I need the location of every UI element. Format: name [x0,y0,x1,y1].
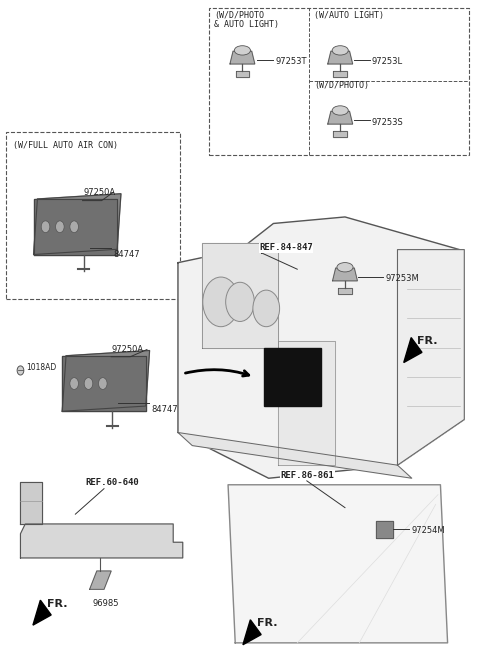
Polygon shape [338,287,352,294]
Text: 97250A: 97250A [83,188,115,197]
Text: 97253T: 97253T [276,57,307,66]
Ellipse shape [98,378,107,390]
Text: 84747: 84747 [152,405,179,414]
Polygon shape [264,348,321,406]
Ellipse shape [84,378,93,390]
Text: 97250A: 97250A [112,345,144,354]
Text: 97253S: 97253S [372,117,404,127]
Bar [6,132,180,298]
Ellipse shape [226,282,254,321]
Polygon shape [21,524,183,558]
Text: (W/D/PHOTO): (W/D/PHOTO) [314,81,369,90]
Ellipse shape [253,290,280,327]
Ellipse shape [17,366,24,375]
Polygon shape [62,350,150,411]
Polygon shape [90,571,111,589]
Text: REF.84-847: REF.84-847 [259,243,313,252]
Polygon shape [62,356,146,411]
Ellipse shape [56,221,64,233]
Polygon shape [328,112,353,124]
Polygon shape [202,243,278,348]
Text: FR.: FR. [257,618,277,628]
Polygon shape [34,199,117,255]
Polygon shape [33,600,51,625]
Ellipse shape [70,221,78,233]
Ellipse shape [203,277,239,327]
Text: 97253M: 97253M [385,274,420,283]
Ellipse shape [70,378,78,390]
Polygon shape [236,71,249,77]
Text: 84747: 84747 [114,250,140,258]
Text: 97253L: 97253L [372,57,403,66]
Polygon shape [333,268,358,281]
Polygon shape [334,131,347,137]
Polygon shape [178,432,412,478]
Bar [209,8,469,155]
Ellipse shape [337,262,353,272]
Polygon shape [404,338,422,363]
Text: REF.60-640: REF.60-640 [85,478,139,487]
Polygon shape [230,51,255,64]
Polygon shape [178,217,464,478]
Text: FR.: FR. [47,599,67,609]
Polygon shape [328,51,353,64]
Ellipse shape [234,46,251,55]
Text: 1018AD: 1018AD [26,363,57,372]
Text: & AUTO LIGHT): & AUTO LIGHT) [214,20,279,29]
Text: 96985: 96985 [92,599,119,608]
Ellipse shape [41,221,50,233]
Polygon shape [34,194,121,255]
Polygon shape [376,521,393,539]
Text: (W/AUTO LIGHT): (W/AUTO LIGHT) [314,10,384,20]
Text: FR.: FR. [417,336,437,346]
Polygon shape [334,71,347,77]
Text: (W/D/PHOTO: (W/D/PHOTO [214,10,264,20]
Polygon shape [278,341,336,465]
Text: 97254M: 97254M [412,526,445,535]
Ellipse shape [332,106,348,115]
Polygon shape [21,482,42,524]
Ellipse shape [332,46,348,55]
Text: REF.86-861: REF.86-861 [281,470,334,480]
Text: (W/FULL AUTO AIR CON): (W/FULL AUTO AIR CON) [13,140,118,150]
Polygon shape [228,485,447,643]
Polygon shape [397,250,464,465]
Polygon shape [243,620,261,645]
